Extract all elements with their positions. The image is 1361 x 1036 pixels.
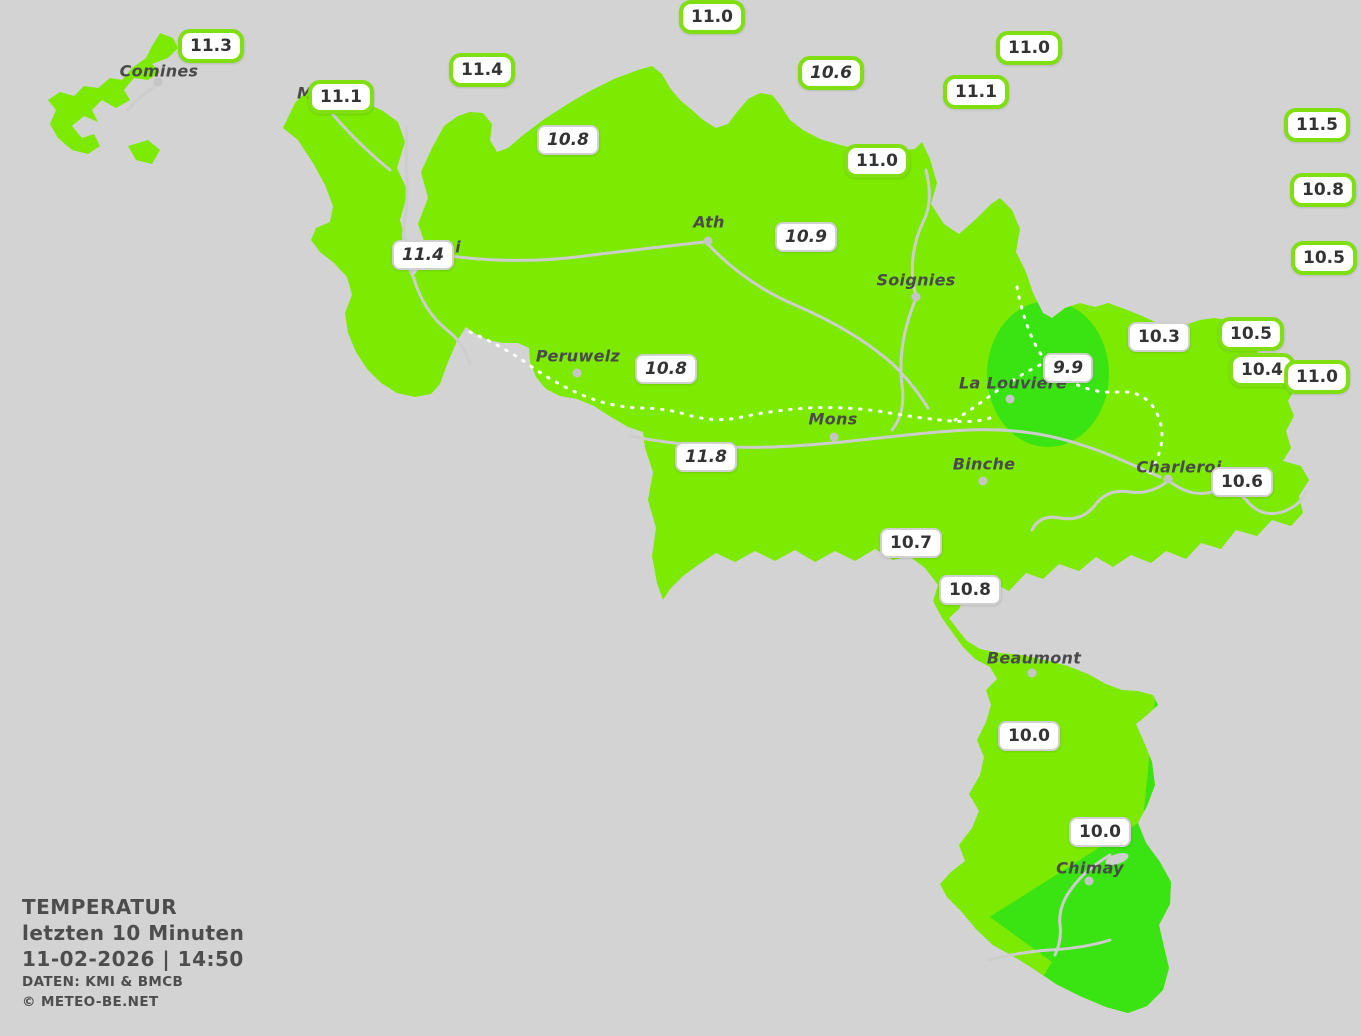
city-label-ath: Ath (693, 212, 725, 232)
city-dot (703, 236, 713, 246)
city-dot (1005, 394, 1015, 404)
map-region-comines-exclave (48, 33, 178, 154)
temperature-badge: 10.8 (939, 575, 1001, 605)
city-label-beaumont: Beaumont (986, 648, 1082, 668)
city-dot (829, 432, 839, 442)
city-label-comines: Comines (119, 61, 199, 81)
map-region-hainaut (48, 33, 1309, 1013)
map-title-block: TEMPERATUR letzten 10 Minuten 11-02-2026… (22, 894, 244, 1012)
temperature-badge: 10.6 (1211, 467, 1273, 497)
temperature-badge: 10.5 (1291, 241, 1357, 275)
city-label-la-louviere: La Louviere (959, 373, 1067, 393)
temperature-badge: 9.9 (1042, 353, 1094, 383)
temperature-badge: 11.0 (996, 31, 1062, 65)
temperature-badge: 11.4 (449, 53, 515, 87)
city-label-chimay: Chimay (1056, 858, 1124, 878)
temperature-badge: 11.1 (308, 80, 374, 114)
temperature-badge: 10.7 (880, 528, 942, 558)
temperature-badge: 11.0 (1284, 360, 1350, 394)
temperature-badge: 11.0 (679, 0, 745, 34)
dashed-borders-layer (468, 285, 1164, 480)
temperature-badge: 11.0 (844, 144, 910, 178)
map-datetime: 11-02-2026 | 14:50 (22, 947, 244, 971)
city-label-charleroi: Charleroi (1136, 457, 1222, 477)
city-dot (572, 368, 582, 378)
temperature-badge: 11.5 (1284, 108, 1350, 142)
temperature-badge: 11.8 (675, 442, 737, 472)
temperature-badge: 10.3 (1128, 322, 1190, 352)
city-dot (1163, 474, 1173, 484)
temperature-badge: 10.8 (537, 125, 599, 155)
temperature-badge: 11.4 (392, 240, 454, 270)
city-dot (153, 77, 163, 87)
temperature-badge: 10.4 (1229, 353, 1295, 387)
temperature-badge: 10.5 (1218, 317, 1284, 351)
city-label-soignies: Soignies (876, 270, 956, 290)
temperature-badge: 11.3 (178, 29, 244, 63)
map-title: TEMPERATUR (22, 895, 178, 919)
temperature-badge: 11.1 (943, 75, 1009, 109)
map-subtitle: letzten 10 Minuten (22, 921, 245, 945)
temperature-badge: 10.0 (998, 721, 1060, 751)
temperature-badge: 10.8 (1290, 173, 1356, 207)
city-dot (978, 476, 988, 486)
lake (1105, 852, 1129, 866)
city-dot (911, 292, 921, 302)
roads-layer (126, 82, 1308, 962)
copyright: © METEO-BE.NET (22, 994, 159, 1010)
city-label-binche: Binche (952, 454, 1016, 474)
city-label-mons: Mons (808, 409, 858, 429)
data-source: DATEN: KMI & BMCB (22, 974, 184, 990)
city-dot (1027, 668, 1037, 678)
temperature-badge: 10.8 (635, 354, 697, 384)
temperature-badge: 10.9 (775, 222, 837, 252)
temperature-badge: 10.6 (798, 56, 864, 90)
city-dot (1084, 876, 1094, 886)
temperature-badge: 10.0 (1069, 817, 1131, 847)
city-label-peruwelz: Peruwelz (535, 346, 621, 366)
